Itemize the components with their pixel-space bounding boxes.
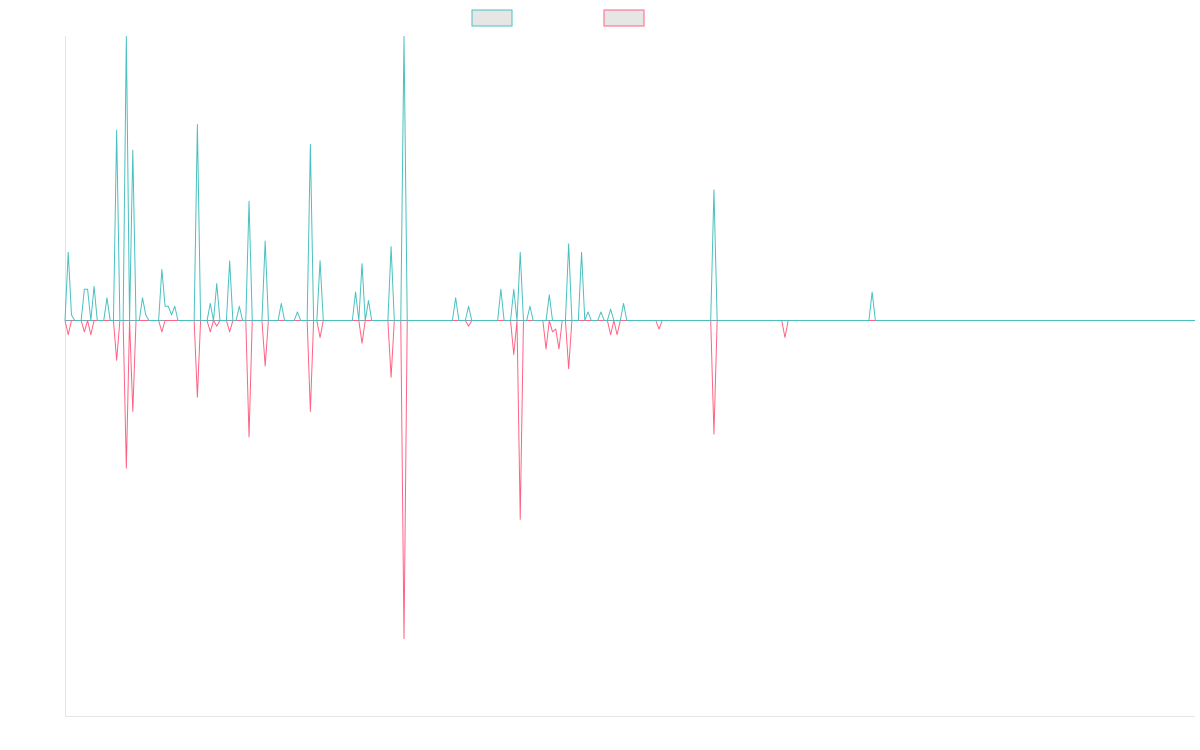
legend[interactable]: [471, 9, 645, 27]
legend-swatch-series-1[interactable]: [471, 9, 513, 27]
axes: [65, 36, 1195, 717]
series-1-line: [64, 36, 1195, 321]
plot-area: [64, 36, 1195, 640]
legend-swatch-series-2[interactable]: [603, 9, 645, 27]
series-2-line: [64, 320, 1195, 640]
